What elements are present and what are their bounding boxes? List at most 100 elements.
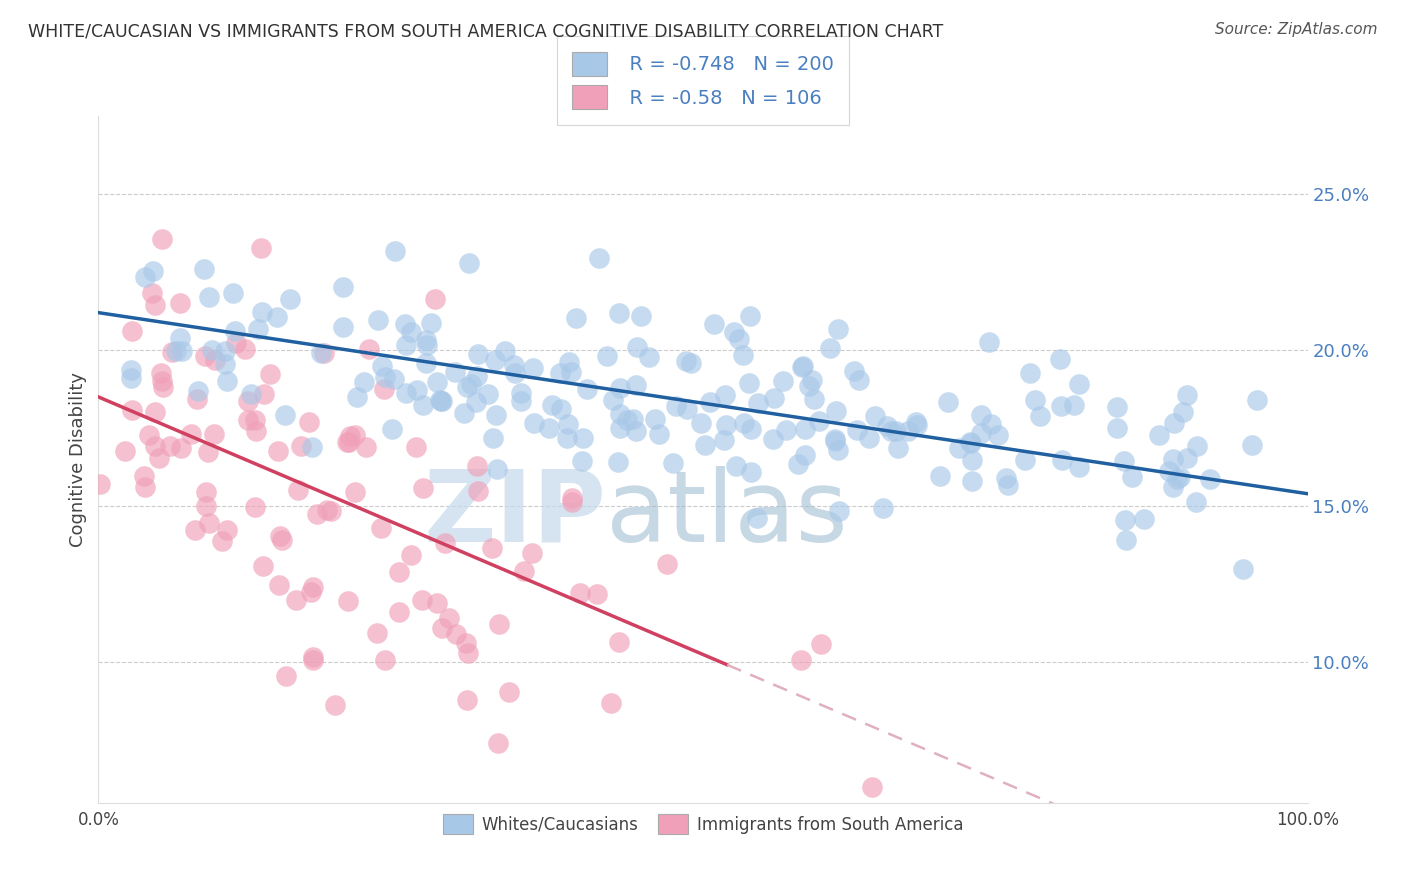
Point	[214, 343, 236, 358]
Point	[183, 523, 205, 537]
Point	[644, 412, 666, 426]
Point	[169, 295, 191, 310]
Point	[1105, 400, 1128, 414]
Point	[416, 338, 439, 352]
Point	[467, 483, 489, 498]
Point	[395, 386, 418, 401]
Point	[412, 481, 434, 495]
Point	[477, 387, 499, 401]
Point	[792, 359, 814, 373]
Point	[366, 625, 388, 640]
Point	[356, 440, 378, 454]
Point	[298, 415, 321, 429]
Point	[1024, 392, 1046, 407]
Point	[734, 416, 756, 430]
Point	[430, 621, 453, 635]
Point	[962, 474, 984, 488]
Point	[405, 440, 427, 454]
Point	[453, 406, 475, 420]
Point	[456, 693, 478, 707]
Point	[876, 419, 898, 434]
Point	[142, 264, 165, 278]
Point	[848, 373, 870, 387]
Point	[430, 393, 453, 408]
Point	[121, 324, 143, 338]
Point	[430, 393, 453, 408]
Point	[165, 344, 187, 359]
Point	[444, 366, 467, 380]
Point	[121, 403, 143, 417]
Point	[626, 340, 648, 354]
Point	[187, 384, 209, 398]
Point	[484, 353, 506, 368]
Point	[1049, 352, 1071, 367]
Point	[772, 374, 794, 388]
Point	[382, 371, 405, 385]
Point	[740, 465, 762, 479]
Point	[787, 457, 810, 471]
Point	[863, 409, 886, 423]
Point	[467, 347, 489, 361]
Point	[537, 421, 560, 435]
Point	[1240, 438, 1263, 452]
Point	[609, 381, 631, 395]
Point	[120, 371, 142, 385]
Point	[879, 424, 901, 438]
Point	[1232, 562, 1254, 576]
Point	[253, 387, 276, 401]
Point	[1166, 472, 1188, 486]
Point	[505, 366, 527, 380]
Point	[690, 416, 713, 430]
Point	[596, 349, 619, 363]
Point	[120, 362, 142, 376]
Point	[395, 337, 418, 351]
Point	[1114, 513, 1136, 527]
Point	[299, 585, 322, 599]
Point	[370, 521, 392, 535]
Point	[572, 431, 595, 445]
Point	[1185, 494, 1208, 508]
Point	[346, 390, 368, 404]
Point	[675, 353, 697, 368]
Point	[905, 415, 928, 429]
Point	[236, 394, 259, 409]
Point	[561, 491, 583, 505]
Point	[775, 423, 797, 437]
Point	[384, 244, 406, 258]
Point	[621, 412, 644, 426]
Point	[373, 382, 395, 396]
Point	[695, 438, 717, 452]
Point	[560, 365, 582, 379]
Point	[152, 232, 174, 246]
Point	[555, 431, 578, 445]
Point	[344, 427, 367, 442]
Point	[740, 309, 762, 323]
Point	[270, 533, 292, 547]
Point	[790, 653, 813, 667]
Point	[725, 458, 748, 473]
Point	[607, 306, 630, 320]
Point	[860, 780, 883, 795]
Point	[681, 356, 703, 370]
Point	[824, 432, 846, 446]
Point	[250, 241, 273, 255]
Point	[202, 426, 225, 441]
Point	[929, 468, 952, 483]
Point	[371, 359, 394, 374]
Point	[498, 685, 520, 699]
Point	[214, 357, 236, 371]
Point	[936, 395, 959, 409]
Point	[233, 342, 256, 356]
Point	[959, 434, 981, 449]
Point	[201, 343, 224, 358]
Point	[1132, 512, 1154, 526]
Point	[287, 483, 309, 497]
Point	[995, 471, 1018, 485]
Point	[405, 383, 427, 397]
Point	[336, 435, 359, 450]
Point	[150, 367, 173, 381]
Point	[699, 395, 721, 409]
Point	[394, 317, 416, 331]
Point	[290, 439, 312, 453]
Point	[1018, 366, 1040, 380]
